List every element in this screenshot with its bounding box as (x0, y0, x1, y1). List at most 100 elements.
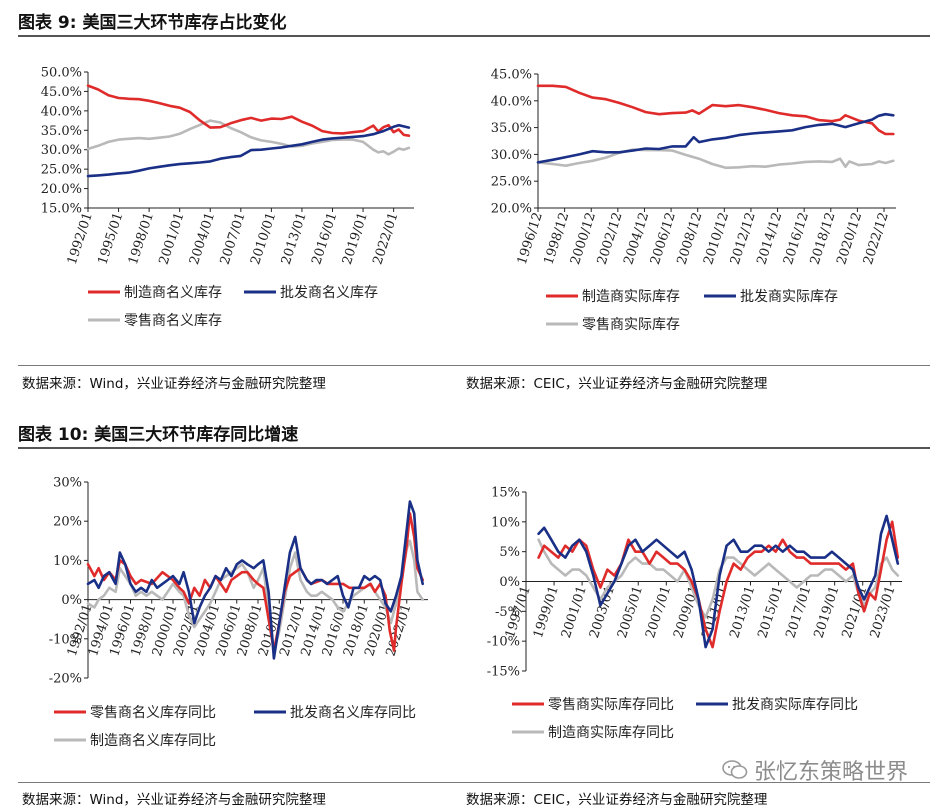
legend-label: 制造商实际库存 (582, 289, 680, 305)
x-tick-label: 2022/12 (861, 211, 892, 267)
figure-10-bottom-rule (18, 782, 930, 783)
y-tick-label: 0% (61, 593, 82, 608)
legend-label: 零售商实际库存 (582, 317, 680, 333)
figure-10-top-rule (18, 447, 930, 449)
x-tick-label: 1995/01 (95, 211, 126, 267)
figure-9-source-right: 数据来源：CEIC，兴业证券经济与金融研究院整理 (466, 376, 768, 392)
y-tick-label: 25.0% (491, 175, 532, 190)
legend-label: 批发商名义库存同比 (290, 705, 416, 721)
x-tick-label: 2013/01 (279, 211, 310, 267)
x-tick-label: 2002/12 (595, 211, 626, 267)
x-tick-label: 1998/12 (541, 211, 572, 267)
x-tick-label: 2020/12 (834, 211, 865, 267)
chart-0: 15.0% 20.0% 25.0% 30.0% 35.0% 40.0% 45.0% 50.0%… (41, 66, 414, 329)
y-tick-label: 30% (53, 476, 82, 491)
y-tick-label: 35.0% (491, 121, 532, 136)
legend-label: 批发商实际库存同比 (732, 697, 858, 713)
figure-10-source-right: 数据来源：CEIC，兴业证券经济与金融研究院整理 (466, 792, 768, 808)
legend-label: 制造商实际库存同比 (548, 725, 674, 741)
legend-label: 制造商名义库存同比 (90, 733, 216, 749)
x-tick-label: 1998/01 (126, 211, 157, 267)
y-tick-label: -10% (487, 635, 520, 650)
y-tick-label: 45.0% (491, 68, 532, 83)
series-line-0 (537, 520, 900, 649)
x-tick-label: 2007/01 (218, 211, 249, 267)
watermark: 张忆东策略世界 (722, 754, 908, 786)
watermark-text: 张忆东策略世界 (753, 760, 908, 785)
y-tick-label: -15% (487, 665, 520, 680)
x-tick-label: 2013/01 (727, 584, 758, 640)
x-tick-label: 2004/12 (621, 211, 652, 267)
y-tick-label: 10% (53, 554, 82, 569)
y-tick-label: 45.0% (41, 85, 82, 100)
figure-10-source-left: 数据来源：Wind，兴业证券经济与金融研究院整理 (22, 792, 326, 808)
y-tick-label: 0% (499, 575, 520, 590)
series-line-1 (86, 500, 425, 660)
y-tick-label: 20% (53, 515, 82, 530)
x-tick-label: 2014/12 (754, 211, 785, 267)
x-tick-label: 2015/01 (755, 584, 786, 640)
figure-9-source-left: 数据来源：Wind，兴业证券经济与金融研究院整理 (22, 376, 326, 392)
x-tick-label: 2018/12 (808, 211, 839, 267)
chart-2: -20%-10%0%10%20%30%1992/011994/011996/01… (49, 476, 428, 749)
x-tick-label: 2022/01 (370, 211, 401, 267)
chart-panel-2: 20.0% 25.0% 30.0% 35.0% 40.0% 45.0% 1996/12 199… (476, 40, 916, 360)
x-tick-label: 2019/01 (812, 584, 843, 640)
x-tick-label: 2016/01 (309, 211, 340, 267)
y-tick-label: 15.0% (41, 202, 82, 217)
series-line-2 (86, 119, 411, 156)
series-line-1 (537, 514, 900, 649)
figure-9-title: 图表 9: 美国三大环节库存占比变化 (18, 13, 287, 33)
y-tick-label: 35.0% (41, 124, 82, 139)
y-tick-label: 40.0% (41, 104, 82, 119)
x-tick-label: 2021/01 (840, 584, 871, 640)
x-tick-label: 2019/01 (340, 211, 371, 267)
y-tick-label: 50.0% (41, 66, 82, 81)
x-tick-label: 2017/01 (783, 584, 814, 640)
figure-10-title: 图表 10: 美国三大环节库存同比增速 (18, 425, 299, 445)
figure-9-bottom-rule (18, 365, 930, 366)
chart-1: 20.0% 25.0% 30.0% 35.0% 40.0% 45.0% 1996/12199… (491, 68, 896, 333)
y-tick-label: -5% (495, 605, 520, 620)
x-tick-label: 2000/12 (568, 211, 599, 267)
y-tick-label: 30.0% (41, 143, 82, 158)
x-tick-label: 2001/01 (157, 211, 188, 267)
y-tick-label: 5% (499, 545, 520, 560)
x-tick-label: 2003/01 (587, 584, 618, 640)
x-tick-label: 2010/12 (701, 211, 732, 267)
y-tick-label: 25.0% (41, 163, 82, 178)
series-line-0 (86, 84, 411, 137)
chart-panel-1: 15.0% 20.0% 25.0% 30.0% 35.0% 40.0% 45.0% 50.0%… (18, 40, 458, 360)
x-tick-label: 1996/12 (515, 211, 546, 267)
legend-label: 零售商名义库存 (124, 313, 222, 329)
legend-label: 零售商实际库存同比 (548, 697, 674, 713)
x-tick-label: 2016/12 (781, 211, 812, 267)
x-tick-label: 1999/01 (531, 584, 562, 640)
series-line-1 (86, 123, 411, 178)
chart-panel-4: -15% -10% -5% 0% 5% 10% 15% 1997/01 1999/01 2001/… (466, 450, 916, 760)
legend-label: 制造商名义库存 (124, 285, 222, 301)
legend-label: 批发商名义库存 (280, 285, 378, 301)
y-tick-label: 20.0% (41, 182, 82, 197)
chart-panel-3: -20% -10% 0% 10% 20% 30% 1992/01 1994/01 1996/01… (18, 450, 458, 760)
x-tick-label: 2007/01 (643, 584, 674, 640)
y-tick-label: 30.0% (491, 148, 532, 163)
y-tick-label: 15% (491, 486, 520, 501)
series-line-0 (536, 84, 895, 136)
x-tick-label: 2004/01 (187, 211, 218, 267)
x-tick-label: 2012/12 (728, 211, 759, 267)
figure-9-top-rule (18, 35, 930, 37)
y-tick-label: 40.0% (491, 94, 532, 109)
x-tick-label: 2005/01 (615, 584, 646, 640)
x-tick-label: 2008/12 (675, 211, 706, 267)
x-tick-label: 2006/12 (648, 211, 679, 267)
y-tick-label: -10% (49, 632, 82, 647)
series-line-1 (536, 112, 895, 164)
x-tick-label: 1992/01 (65, 211, 96, 267)
series-line-2 (536, 148, 895, 170)
legend-label: 零售商名义库存同比 (90, 705, 216, 721)
x-tick-label: 2001/01 (559, 584, 590, 640)
y-tick-label: 20.0% (491, 202, 532, 217)
y-tick-label: -20% (49, 672, 82, 687)
legend-label: 批发商实际库存 (740, 289, 838, 305)
